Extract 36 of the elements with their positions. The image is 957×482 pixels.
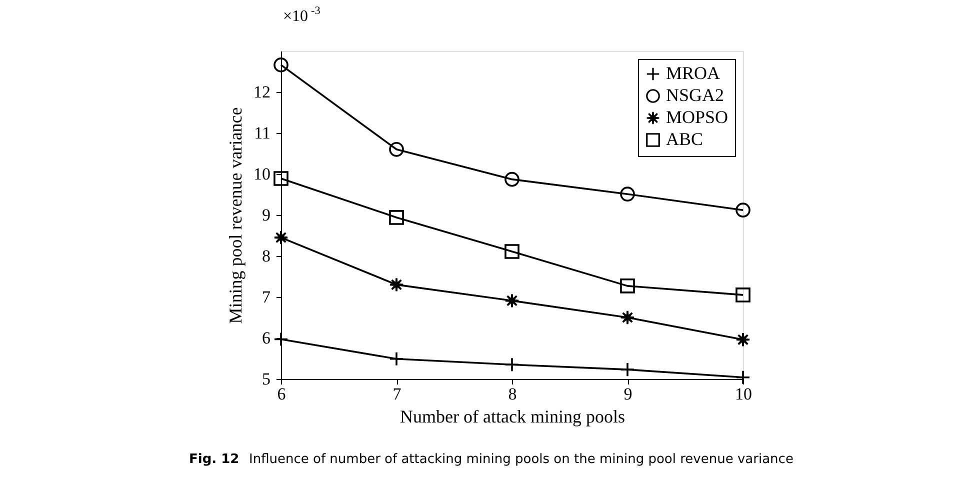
x-tick-label: 10: [735, 384, 752, 404]
point: [504, 244, 520, 259]
point: [736, 288, 750, 302]
legend-label: MROA: [666, 63, 720, 83]
y-tick-label: 9: [262, 206, 270, 224]
x-tick-label: 7: [392, 384, 402, 404]
y-tick-label: 10: [254, 164, 270, 184]
x-tick-label: 8: [508, 384, 517, 404]
point: [389, 210, 404, 225]
y-axis-title: Mining pool revenue variance: [226, 107, 246, 324]
text: Influence of number of attacking mining pools on the mining pool revenue variance: [249, 452, 794, 467]
point: [274, 171, 288, 186]
y-tick-label: 12: [254, 82, 270, 102]
legend-label: ABC: [666, 129, 704, 149]
point: [736, 332, 750, 348]
x-axis-title: Number of attack mining pools: [400, 406, 625, 426]
y-tick-label: 8: [262, 246, 270, 266]
point: [504, 293, 520, 308]
point: [274, 230, 288, 245]
y-tick-label: 5: [262, 370, 270, 388]
x-tick-label: 9: [624, 384, 632, 404]
point: [504, 172, 520, 187]
x-tick-label: 6: [277, 384, 286, 404]
point: [620, 186, 635, 202]
point: [620, 310, 635, 325]
point: [389, 277, 404, 292]
point: [620, 278, 635, 294]
point: [736, 202, 750, 218]
point: [389, 142, 404, 157]
y-tick-label: 11: [254, 124, 270, 142]
y-tick-label: 7: [262, 288, 271, 306]
caption: Fig. 12: [189, 452, 240, 467]
point: [274, 58, 288, 72]
legend-label: MOPSO: [666, 107, 728, 127]
y-tick-label: 6: [262, 328, 270, 348]
legend-label: NSGA2: [666, 85, 724, 105]
